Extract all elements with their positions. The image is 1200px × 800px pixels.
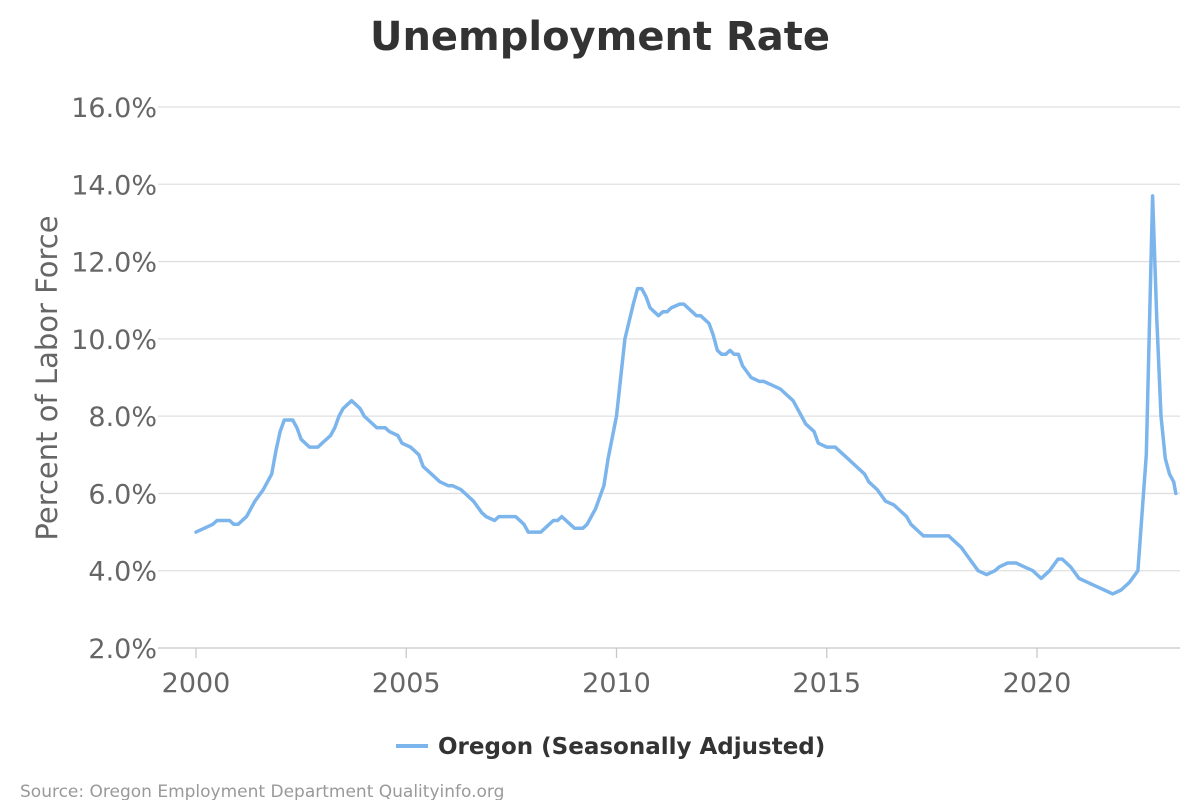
legend-label-oregon: Oregon (Seasonally Adjusted) <box>438 734 825 760</box>
source-credit: Source: Oregon Employment Department Qua… <box>20 782 504 800</box>
y-tick-label: 12.0% <box>71 248 157 279</box>
legend[interactable]: Oregon (Seasonally Adjusted) <box>396 734 825 760</box>
x-tick-label: 2005 <box>372 668 441 699</box>
y-tick-label: 8.0% <box>88 402 157 433</box>
y-axis-ticks: 2.0% 4.0% 6.0% 8.0% 10.0% 12.0% 14.0% 16.0% <box>71 93 157 665</box>
x-tick-label: 2010 <box>582 668 651 699</box>
x-tick-label: 2015 <box>792 668 861 699</box>
x-axis-ticks: 2000 2005 2010 2015 2020 <box>162 648 1072 699</box>
y-tick-label: 2.0% <box>88 634 157 665</box>
x-tick-label: 2020 <box>1003 668 1072 699</box>
y-tick-label: 14.0% <box>71 170 157 201</box>
y-tick-label: 16.0% <box>71 93 157 124</box>
x-tick-label: 2000 <box>162 668 231 699</box>
y-tick-label: 10.0% <box>71 325 157 356</box>
y-gridlines <box>158 106 1180 649</box>
y-axis-label: Percent of Labor Force <box>30 215 64 540</box>
y-tick-label: 6.0% <box>88 479 157 510</box>
y-tick-label: 4.0% <box>88 557 157 588</box>
chart-title: Unemployment Rate <box>370 14 830 60</box>
series-line-oregon <box>194 194 1178 596</box>
